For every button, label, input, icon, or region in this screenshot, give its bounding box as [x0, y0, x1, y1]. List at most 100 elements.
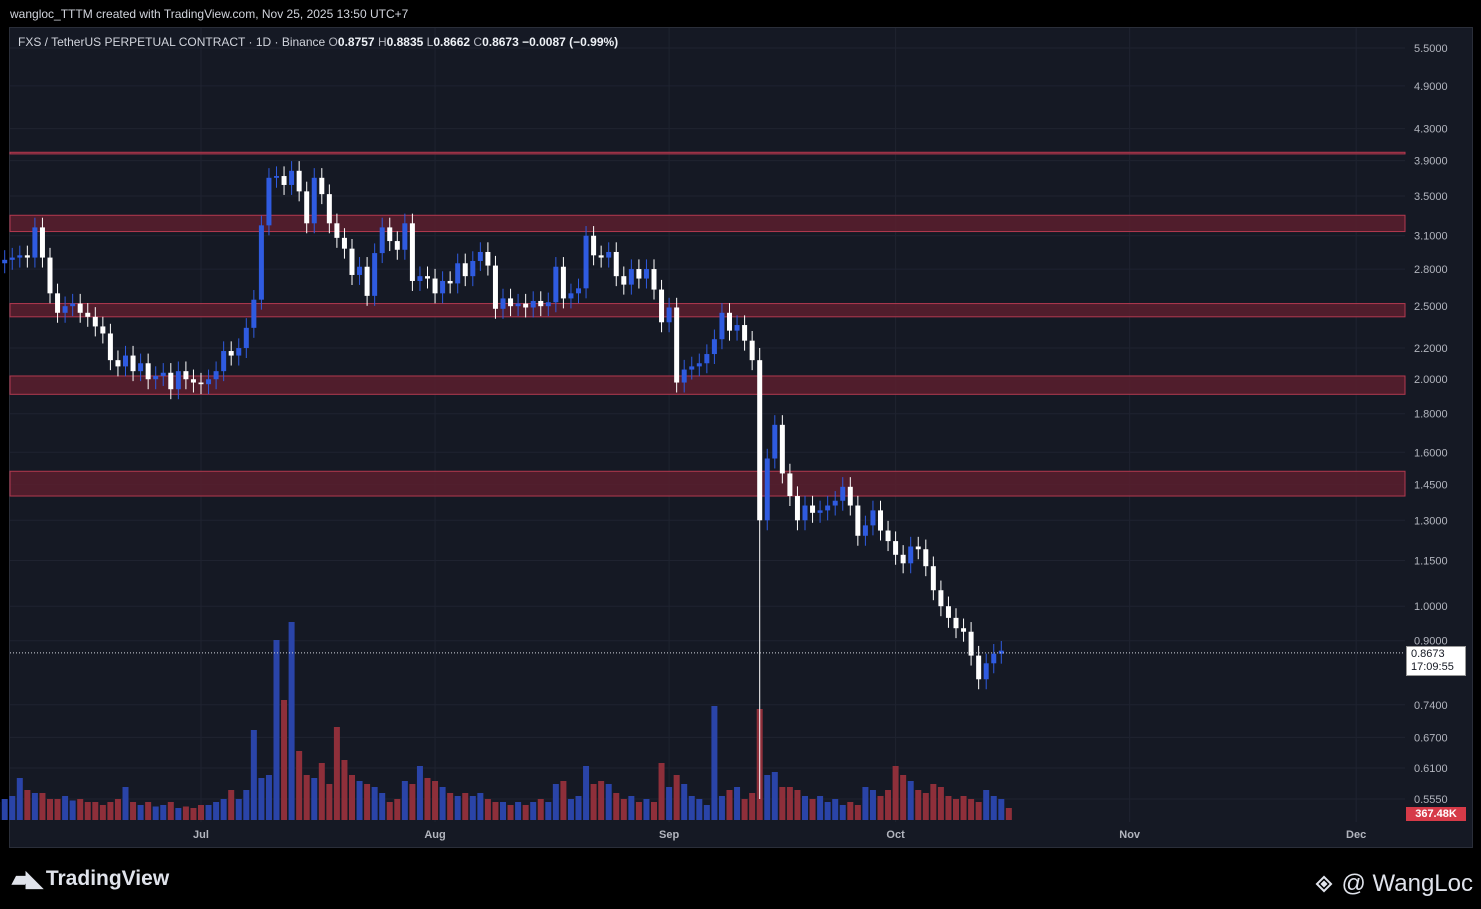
- candle-body: [198, 382, 204, 385]
- candle-body: [576, 288, 581, 294]
- candle-body: [145, 363, 151, 380]
- candle-body: [862, 525, 868, 536]
- candle-body: [711, 339, 717, 355]
- high-value: 0.8835: [386, 35, 424, 49]
- volume-bar: [786, 787, 793, 820]
- bar-countdown: 17:09:55: [1411, 661, 1454, 673]
- volume-bar: [794, 790, 801, 820]
- candle-body: [470, 260, 476, 277]
- binance-diamond-icon: [1315, 875, 1333, 893]
- volume-bar: [620, 799, 627, 820]
- candle-body: [47, 257, 53, 294]
- candle-body: [643, 269, 649, 279]
- author-watermark: @ WangLoc: [1313, 870, 1473, 898]
- volume-bar: [175, 808, 182, 820]
- symbol-legend: FXS / TetherUS PERPETUAL CONTRACT · 1D ·…: [18, 35, 618, 49]
- attribution-bar: wangloc_TTTM created with TradingView.co…: [0, 0, 1481, 28]
- volume-bar: [77, 799, 84, 820]
- volume-bar: [9, 796, 16, 820]
- volume-bar: [718, 796, 725, 820]
- volume-bar: [741, 799, 748, 820]
- candle-body: [221, 351, 227, 372]
- candle-body: [840, 486, 846, 501]
- candle-body: [908, 546, 914, 564]
- volume-bar: [613, 793, 620, 820]
- candle-body: [190, 379, 196, 383]
- candle-body: [319, 177, 325, 195]
- volume-bar: [953, 799, 959, 820]
- candle-body: [810, 505, 816, 513]
- candle-body: [900, 554, 906, 564]
- candle-body: [440, 280, 446, 294]
- volume-bar: [394, 799, 401, 820]
- y-axis-tick-label: 3.9000: [1414, 156, 1448, 168]
- candle-body: [591, 235, 597, 256]
- volume-bar: [809, 799, 816, 820]
- candle-body: [334, 223, 340, 238]
- low-label: L: [426, 35, 434, 49]
- candle-body: [787, 473, 793, 497]
- candle-body: [243, 327, 249, 349]
- candle-body: [425, 276, 430, 279]
- candle-body: [734, 325, 740, 331]
- volume-bar: [1, 799, 8, 820]
- symbol-title: FXS / TetherUS PERPETUAL CONTRACT · 1D ·…: [18, 35, 326, 49]
- candle-body: [945, 606, 951, 618]
- candle-body: [553, 266, 559, 303]
- last-price-value: 0.8673: [1411, 648, 1445, 660]
- price-zone: [9, 375, 1406, 395]
- volume-bar: [575, 796, 582, 820]
- volume-bar: [235, 799, 242, 820]
- volume-bar: [688, 796, 695, 820]
- candle-body: [991, 653, 997, 664]
- volume-bar: [213, 802, 220, 820]
- attribution-text: wangloc_TTTM created with TradingView.co…: [10, 7, 409, 21]
- candle-body: [175, 371, 181, 390]
- close-label: C: [473, 35, 483, 49]
- candle-body: [311, 177, 317, 224]
- volume-bar: [265, 775, 272, 820]
- volume-bar: [998, 799, 1005, 820]
- volume-bar: [341, 760, 348, 820]
- candle-body: [825, 505, 831, 511]
- tradingview-logo[interactable]: ▰◣ TradingView: [12, 866, 169, 892]
- volume-bar: [228, 790, 235, 820]
- volume-bar: [409, 784, 416, 820]
- candle-body: [696, 363, 702, 367]
- candle-body: [394, 241, 400, 250]
- candle-body: [794, 496, 800, 521]
- candle-body: [372, 253, 378, 296]
- volume-bar: [311, 778, 318, 820]
- y-axis-tick-label: 3.1000: [1414, 231, 1448, 243]
- candle-body: [485, 251, 491, 266]
- volume-bar: [318, 763, 325, 820]
- candle-body: [341, 237, 347, 249]
- candle-body: [998, 650, 1004, 654]
- plot-area: [10, 28, 1405, 822]
- volume-bar: [779, 787, 786, 820]
- volume-bar: [862, 787, 869, 820]
- candle-body: [817, 510, 823, 513]
- volume-bar: [726, 790, 733, 820]
- y-axis-tick-label: 4.9000: [1414, 81, 1448, 93]
- candle-body: [628, 269, 634, 285]
- volume-bar: [107, 802, 114, 820]
- candle-body: [100, 326, 106, 334]
- volume-bar: [877, 796, 884, 820]
- volume-bar: [537, 799, 544, 820]
- volume-bar: [854, 805, 861, 820]
- volume-bar: [515, 802, 522, 820]
- tradingview-brand-text: TradingView: [45, 867, 170, 890]
- candle-body: [85, 312, 91, 317]
- volume-bar: [960, 796, 967, 820]
- y-axis-tick-label: 1.3000: [1414, 515, 1448, 527]
- candle-body: [749, 340, 755, 361]
- candle-body: [598, 255, 604, 258]
- candle-body: [568, 293, 574, 299]
- volume-bar: [182, 806, 189, 820]
- volume-bar: [167, 802, 174, 820]
- price-chart[interactable]: 5.5000 4.9000 4.3000 3.9000 3.5000 3.1000 2.80…: [0, 0, 1481, 850]
- high-label: H: [377, 35, 387, 49]
- x-axis-tick-label: Jul: [193, 829, 209, 841]
- volume-bar: [439, 787, 446, 820]
